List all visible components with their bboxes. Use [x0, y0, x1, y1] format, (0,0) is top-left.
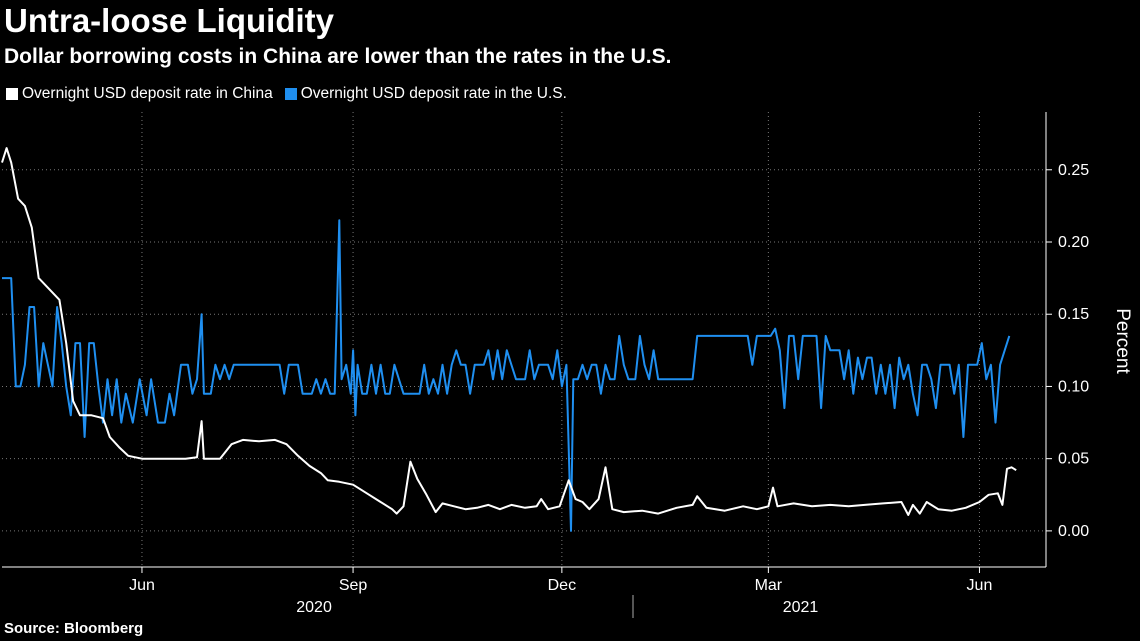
- chart-title: Untra-loose Liquidity: [4, 2, 334, 39]
- legend-item-us: Overnight USD deposit rate in the U.S.: [284, 85, 567, 103]
- source-note: Source: Bloomberg: [4, 620, 144, 637]
- chart-subtitle: Dollar borrowing costs in China are lowe…: [4, 45, 672, 68]
- x-tick-label: Jun: [129, 577, 155, 594]
- legend: Overnight USD deposit rate in China Over…: [6, 85, 579, 103]
- y-tick-label: 0.25: [1058, 162, 1089, 179]
- x-year-label: 2020: [296, 599, 332, 616]
- legend-swatch-us: [284, 88, 297, 100]
- y-tick-label: 0.15: [1058, 306, 1089, 323]
- y-tick-label: 0.20: [1058, 234, 1089, 251]
- x-tick-label: Jun: [967, 577, 993, 594]
- legend-swatch-china: [6, 88, 18, 100]
- y-tick-label: 0.10: [1058, 378, 1089, 395]
- legend-label-china: Overnight USD deposit rate in China: [22, 85, 273, 102]
- x-tick-label: Dec: [548, 577, 576, 594]
- series-line-china: [1, 147, 1017, 516]
- x-year-label: 2021: [783, 599, 819, 616]
- legend-item-china: Overnight USD deposit rate in China: [6, 85, 273, 103]
- series-line-us: [2, 219, 1011, 532]
- y-axis-label: Percent: [1112, 308, 1133, 374]
- y-tick-label: 0.05: [1058, 451, 1089, 468]
- y-tick-label: 0.00: [1058, 523, 1089, 540]
- x-tick-label: Mar: [755, 577, 783, 594]
- x-tick-label: Sep: [339, 577, 368, 594]
- legend-label-us: Overnight USD deposit rate in the U.S.: [300, 85, 567, 102]
